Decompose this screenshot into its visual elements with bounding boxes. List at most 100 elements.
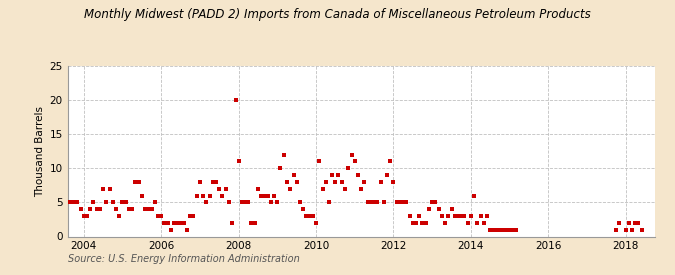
Point	[69, 200, 80, 205]
Point	[450, 214, 460, 218]
Point	[404, 214, 415, 218]
Point	[204, 193, 215, 198]
Point	[127, 207, 138, 211]
Point	[420, 221, 431, 225]
Point	[259, 193, 270, 198]
Point	[366, 200, 377, 205]
Point	[346, 152, 357, 157]
Point	[98, 186, 109, 191]
Point	[430, 200, 441, 205]
Point	[269, 193, 279, 198]
Point	[333, 173, 344, 177]
Point	[330, 180, 341, 184]
Point	[256, 193, 267, 198]
Point	[159, 221, 169, 225]
Point	[246, 221, 256, 225]
Point	[221, 186, 232, 191]
Point	[439, 221, 450, 225]
Point	[310, 221, 321, 225]
Point	[214, 186, 225, 191]
Point	[304, 214, 315, 218]
Point	[172, 221, 183, 225]
Point	[82, 214, 92, 218]
Point	[350, 159, 360, 164]
Point	[410, 221, 421, 225]
Point	[497, 227, 508, 232]
Point	[211, 180, 221, 184]
Point	[153, 214, 163, 218]
Point	[136, 193, 147, 198]
Point	[511, 227, 522, 232]
Point	[114, 214, 125, 218]
Point	[124, 207, 134, 211]
Point	[169, 221, 180, 225]
Point	[59, 214, 70, 218]
Point	[504, 227, 515, 232]
Point	[343, 166, 354, 170]
Point	[146, 207, 157, 211]
Point	[178, 221, 189, 225]
Point	[240, 200, 250, 205]
Point	[620, 227, 631, 232]
Point	[508, 227, 518, 232]
Point	[375, 180, 386, 184]
Point	[105, 186, 115, 191]
Point	[624, 221, 634, 225]
Point	[388, 180, 399, 184]
Point	[340, 186, 350, 191]
Point	[292, 180, 302, 184]
Point	[262, 193, 273, 198]
Point	[120, 200, 131, 205]
Point	[446, 207, 457, 211]
Point	[443, 214, 454, 218]
Point	[359, 180, 370, 184]
Point	[230, 98, 241, 102]
Point	[391, 200, 402, 205]
Point	[424, 207, 435, 211]
Point	[485, 227, 495, 232]
Point	[488, 227, 499, 232]
Point	[633, 221, 644, 225]
Point	[201, 200, 212, 205]
Point	[265, 200, 276, 205]
Point	[252, 186, 263, 191]
Point	[233, 159, 244, 164]
Point	[62, 200, 73, 205]
Point	[56, 214, 67, 218]
Point	[107, 200, 118, 205]
Point	[437, 214, 448, 218]
Point	[78, 214, 89, 218]
Point	[352, 173, 363, 177]
Point	[140, 207, 151, 211]
Point	[427, 200, 437, 205]
Point	[381, 173, 392, 177]
Point	[281, 180, 292, 184]
Point	[53, 214, 63, 218]
Point	[194, 180, 205, 184]
Point	[379, 200, 389, 205]
Point	[308, 214, 319, 218]
Point	[475, 214, 486, 218]
Point	[466, 214, 477, 218]
Text: Source: U.S. Energy Information Administration: Source: U.S. Energy Information Administ…	[68, 254, 299, 264]
Point	[337, 180, 348, 184]
Point	[49, 227, 60, 232]
Point	[101, 200, 111, 205]
Point	[88, 200, 99, 205]
Point	[614, 221, 624, 225]
Point	[149, 200, 160, 205]
Point	[285, 186, 296, 191]
Point	[398, 200, 408, 205]
Point	[482, 214, 493, 218]
Point	[217, 193, 227, 198]
Y-axis label: Thousand Barrels: Thousand Barrels	[35, 106, 45, 197]
Point	[272, 200, 283, 205]
Point	[207, 180, 218, 184]
Point	[491, 227, 502, 232]
Point	[459, 214, 470, 218]
Point	[314, 159, 325, 164]
Point	[317, 186, 328, 191]
Point	[288, 173, 299, 177]
Point	[188, 214, 198, 218]
Point	[130, 180, 140, 184]
